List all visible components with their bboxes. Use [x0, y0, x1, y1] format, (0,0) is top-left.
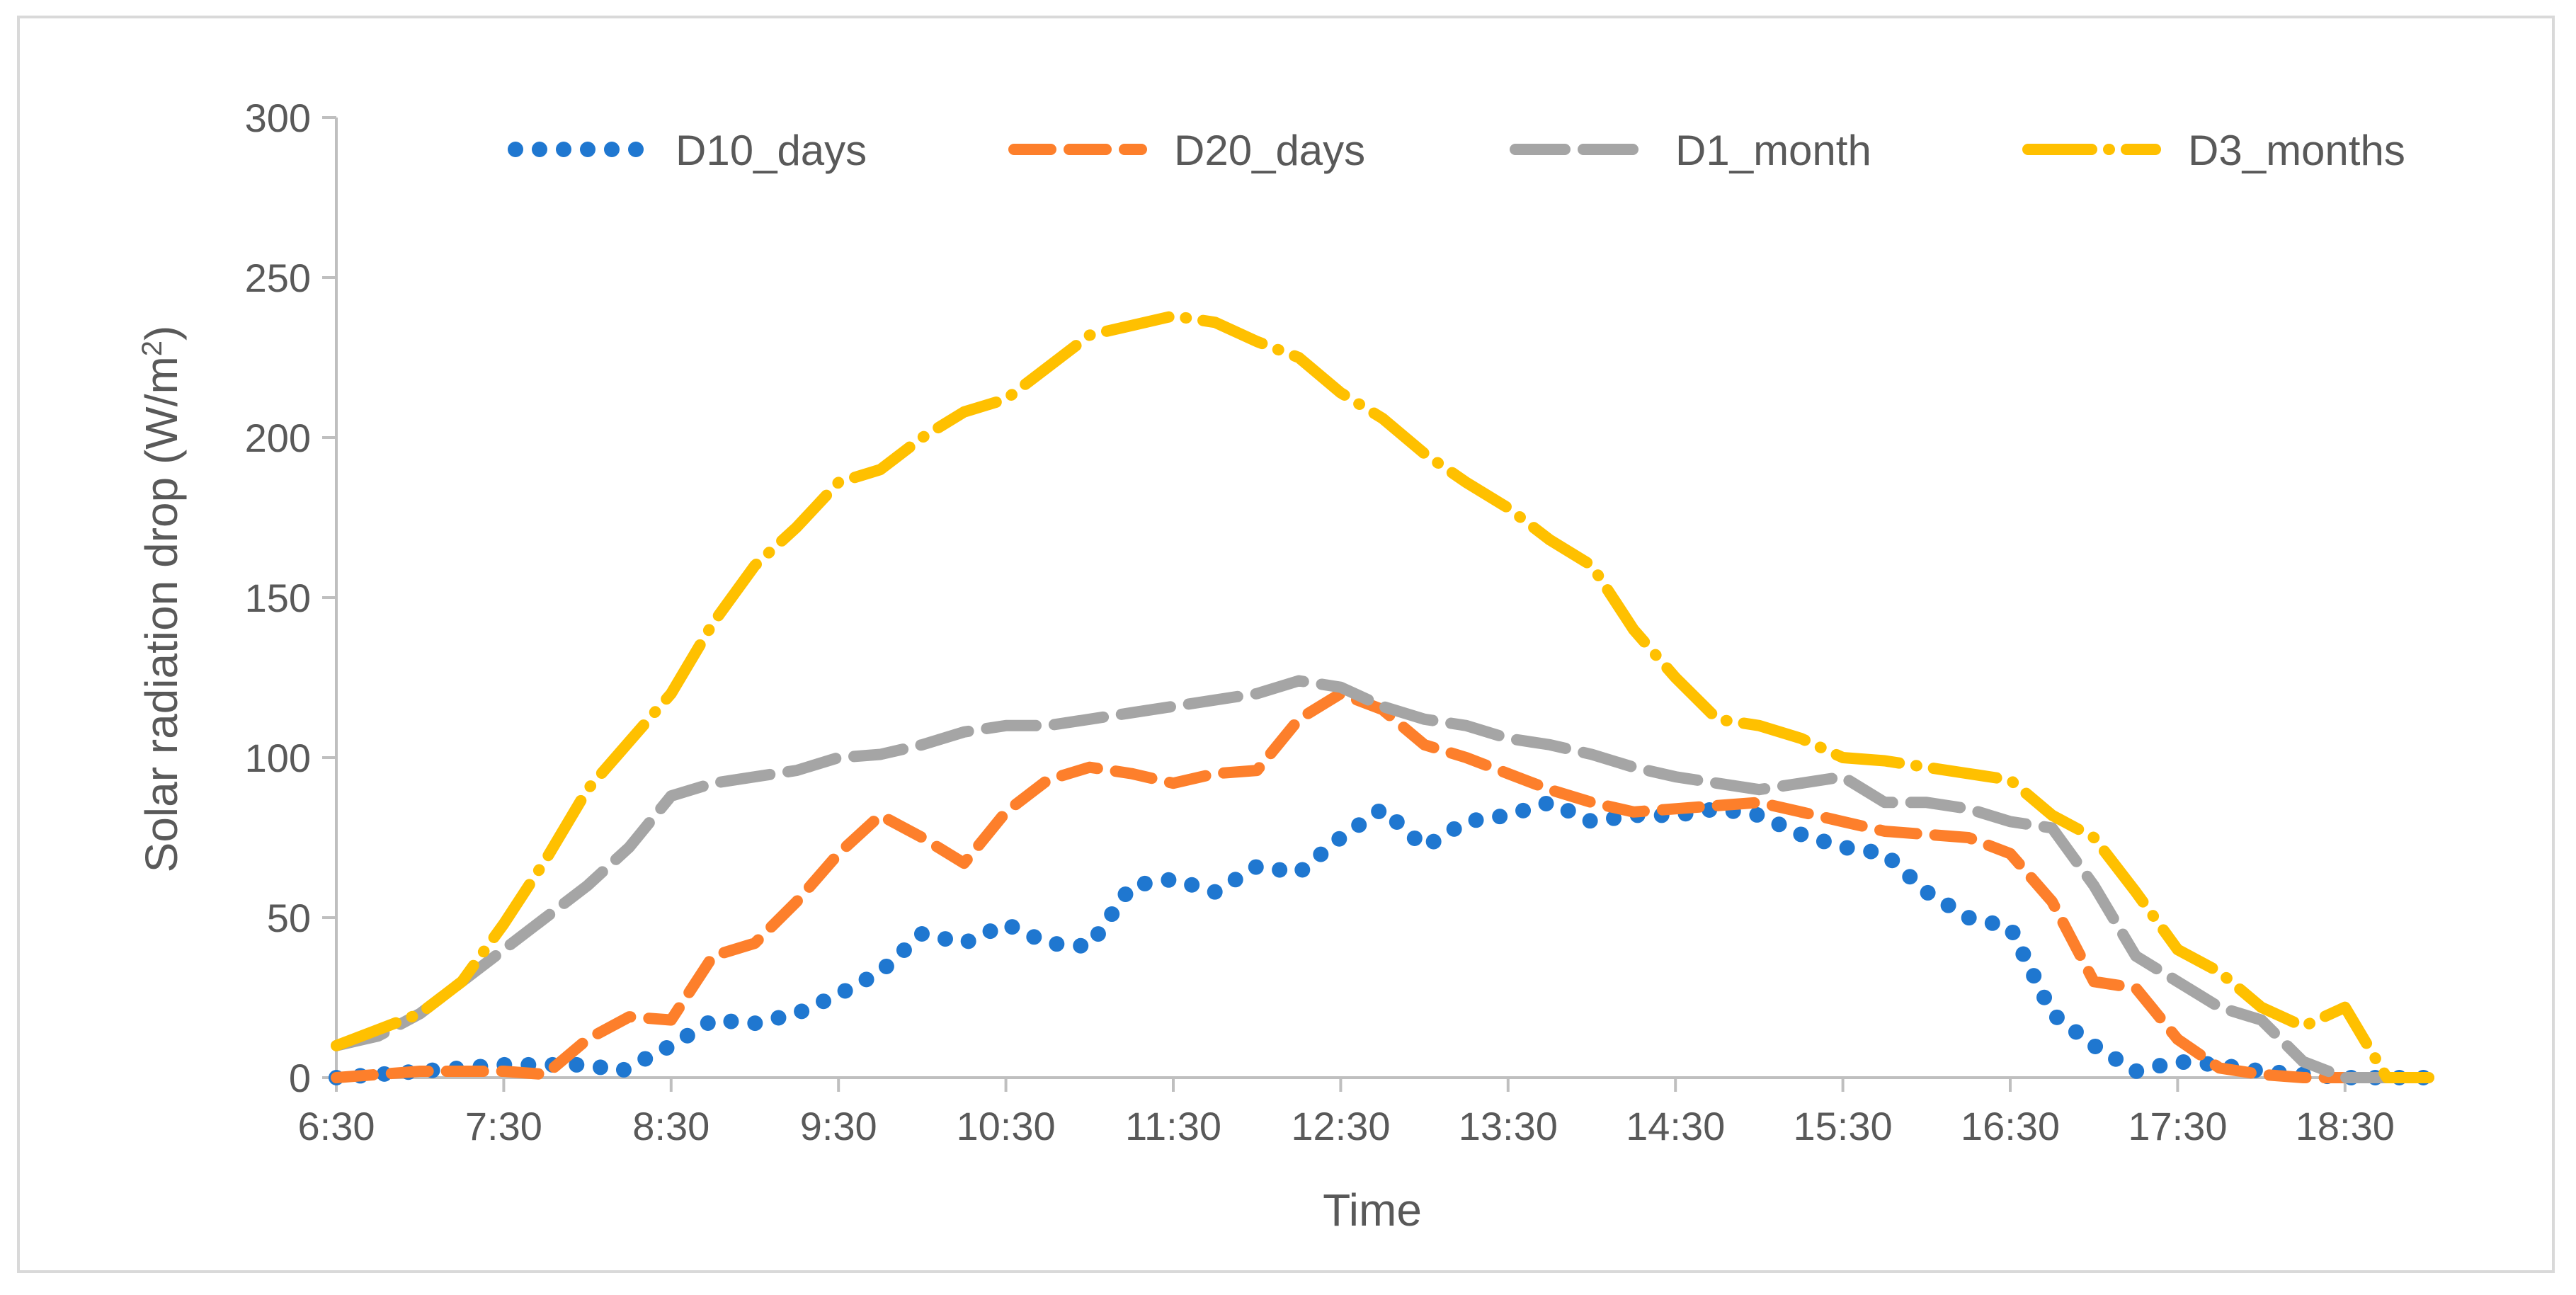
x-tick-label: 13:30 — [1459, 1104, 1558, 1148]
y-axis-title-superscript: 2 — [137, 341, 168, 356]
y-tick-label: 100 — [245, 736, 311, 780]
legend-label-d1_month: D1_month — [1675, 127, 1871, 174]
x-tick-label: 11:30 — [1125, 1104, 1221, 1148]
legend-label-d10_days: D10_days — [676, 127, 867, 174]
x-tick-label: 15:30 — [1794, 1104, 1893, 1148]
y-axis-title-main: Solar radiation drop (W/m — [136, 356, 187, 872]
x-axis: 6:30 7:30 8:30 9:30 10:30 11:30 12:30 13:30 14:3… — [298, 1076, 2429, 1148]
legend: D10_days D20_days D1_month D3_months — [508, 127, 2405, 174]
y-axis: 0 50 100 150 200 250 300 — [245, 96, 338, 1100]
y-tick-label: 50 — [267, 896, 311, 940]
y-tick-label: 150 — [245, 576, 311, 620]
x-tick-label: 17:30 — [2128, 1104, 2227, 1148]
chart-frame: 0 50 100 150 200 250 300 6:30 7:30 8:30 9:30 10:30… — [17, 16, 2555, 1273]
x-tick-label: 10:30 — [957, 1104, 1056, 1148]
x-tick-label: 12:30 — [1291, 1104, 1390, 1148]
x-tick-label: 18:30 — [2296, 1104, 2395, 1148]
y-tick-label: 200 — [245, 416, 311, 460]
y-tick-label: 300 — [245, 96, 311, 140]
series-line-d20_days — [331, 688, 2434, 1083]
series-line-d1_month — [331, 675, 2434, 1083]
y-tick-label: 0 — [289, 1056, 311, 1100]
x-tick-label: 16:30 — [1961, 1104, 2060, 1148]
x-tick-label: 9:30 — [800, 1104, 877, 1148]
x-tick-label: 6:30 — [298, 1104, 375, 1148]
legend-label-d20_days: D20_days — [1174, 127, 1365, 174]
series-lines — [329, 310, 2437, 1085]
y-tick-label: 250 — [245, 256, 311, 300]
x-tick-label: 7:30 — [465, 1104, 542, 1148]
series-line-d10_days — [329, 794, 2437, 1085]
x-tick-label: 14:30 — [1626, 1104, 1725, 1148]
y-axis-title: Solar radiation drop (W/m2) — [136, 326, 187, 873]
series-line-d3_months — [331, 310, 2434, 1083]
legend-label-d3_months: D3_months — [2188, 127, 2405, 174]
x-axis-title: Time — [1323, 1185, 1422, 1236]
x-tick-label: 8:30 — [632, 1104, 709, 1148]
y-axis-title-end: ) — [136, 326, 187, 341]
line-chart: 0 50 100 150 200 250 300 6:30 7:30 8:30 9:30 10:30… — [136, 96, 2437, 1236]
